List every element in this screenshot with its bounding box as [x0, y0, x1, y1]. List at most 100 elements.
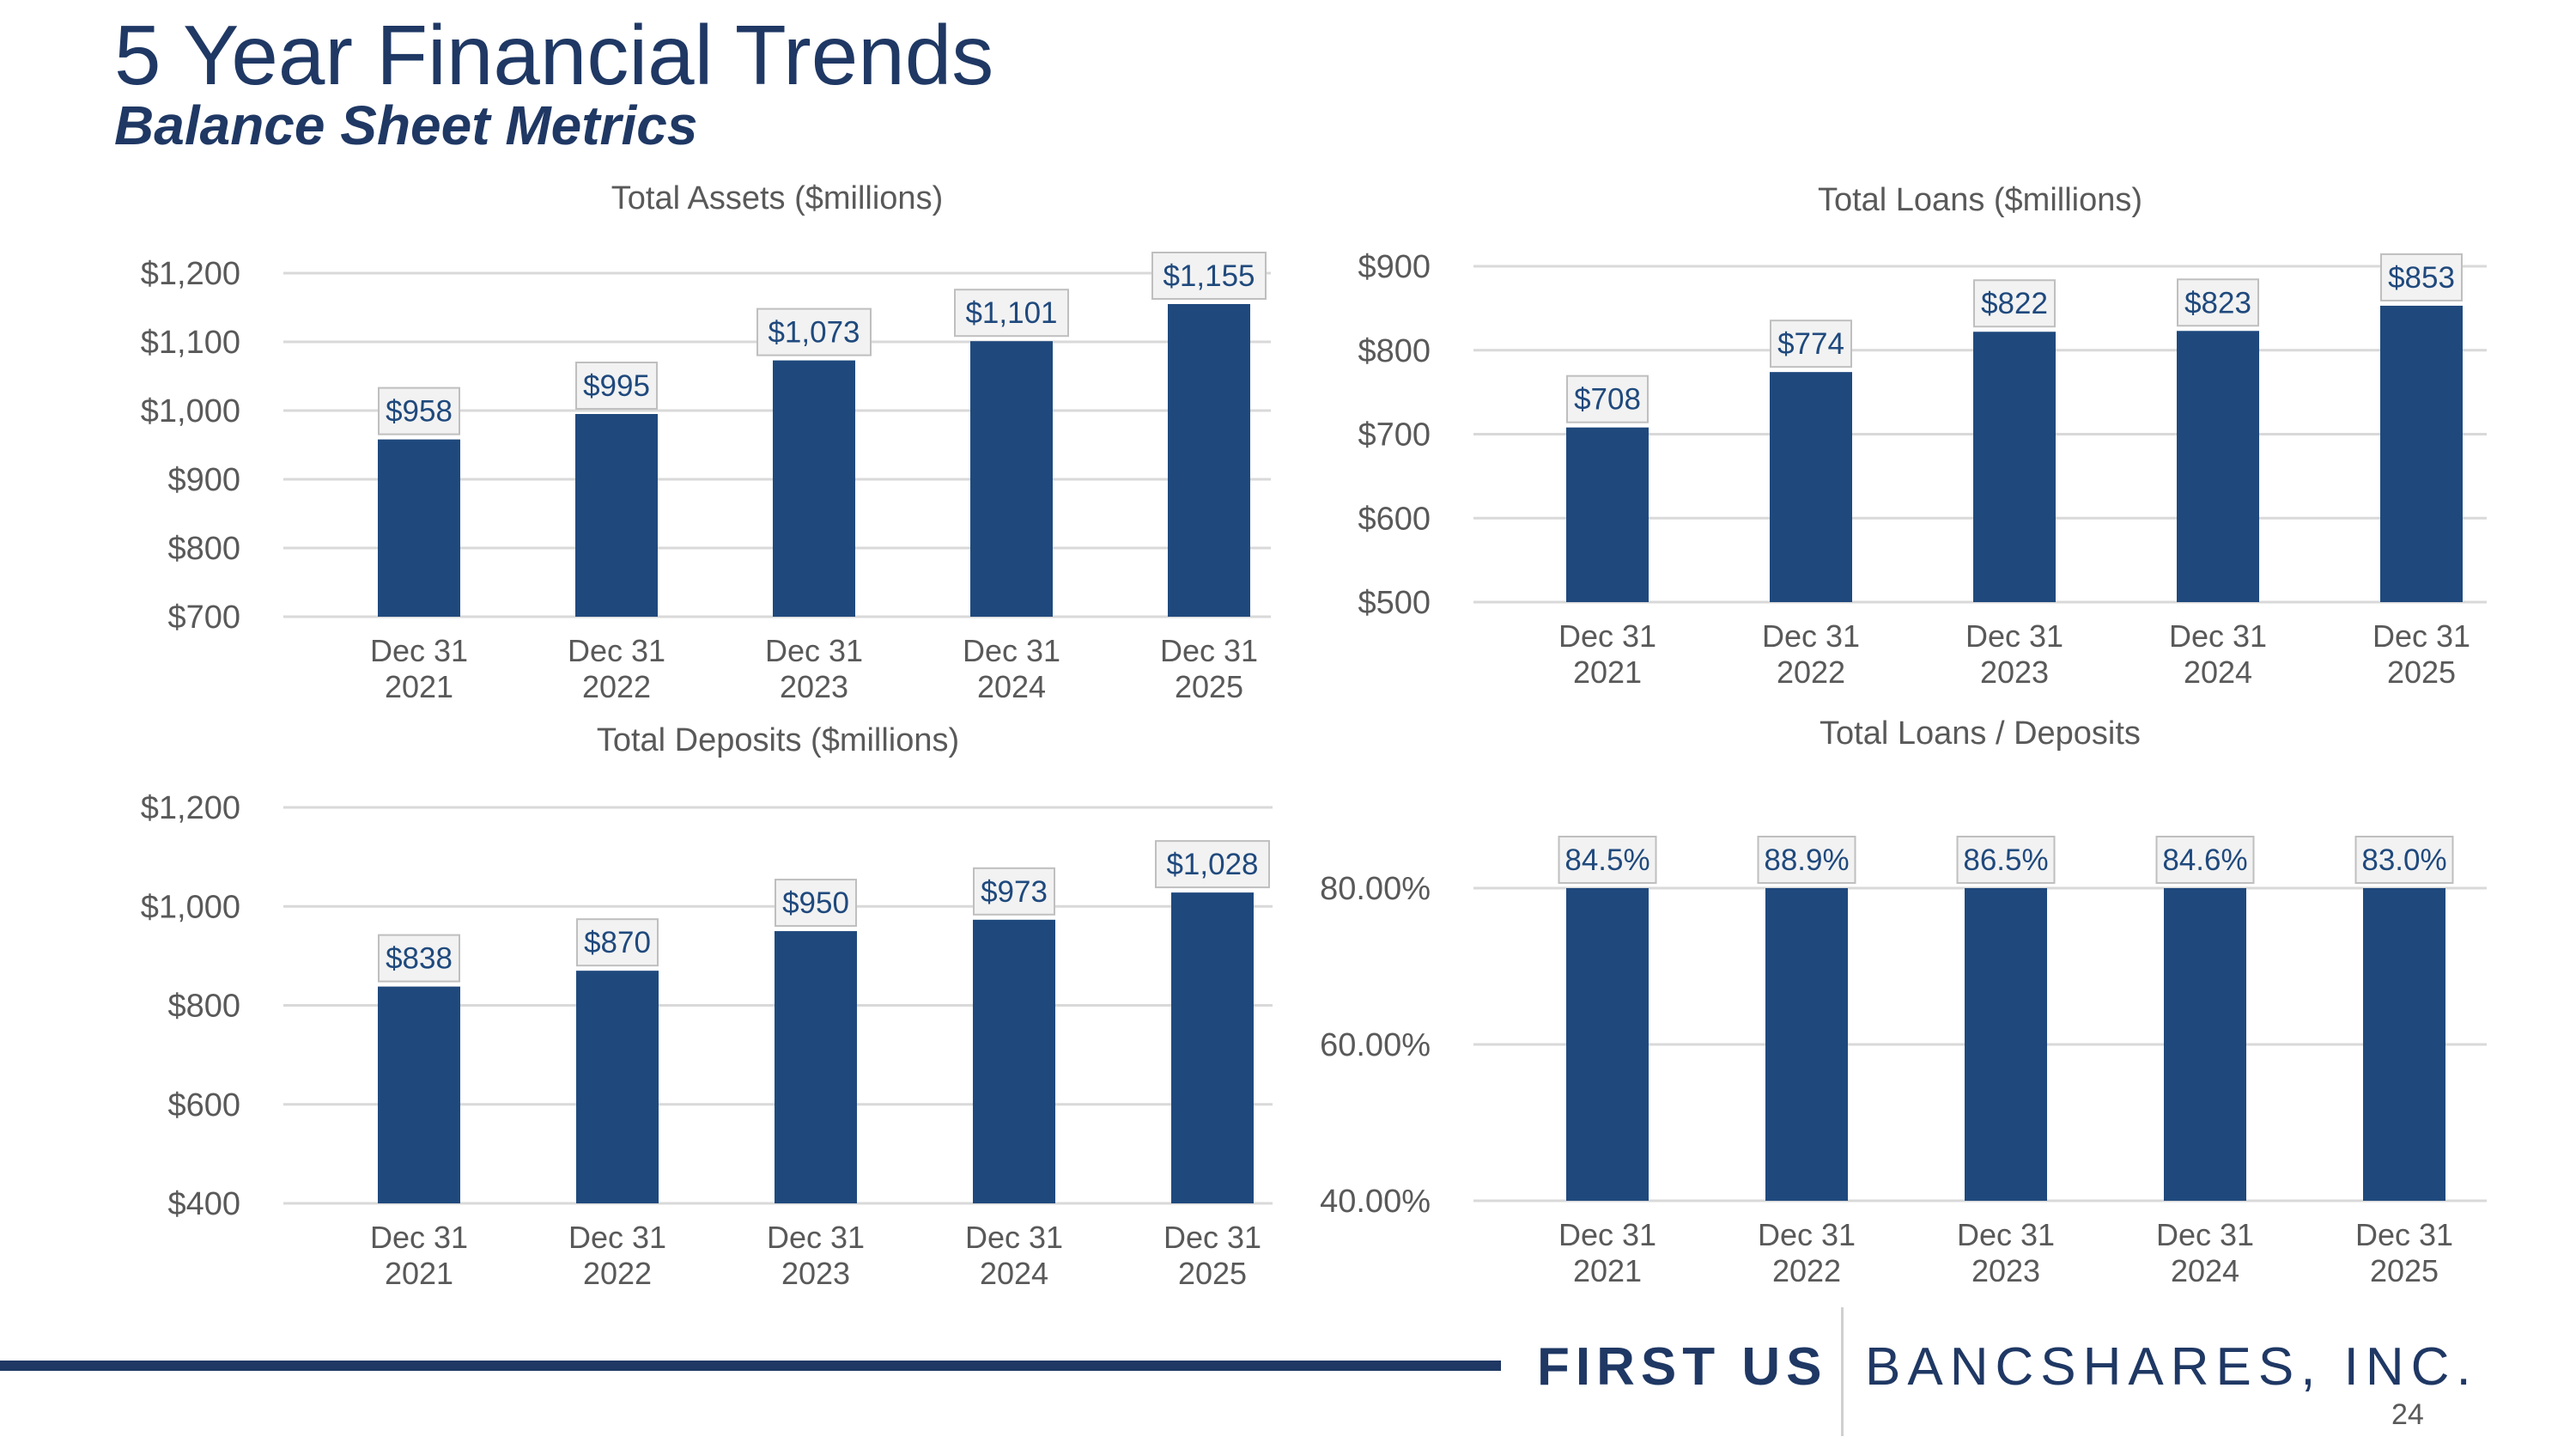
- data-label: $995: [583, 369, 650, 403]
- y-tick-label: $800: [1358, 333, 1431, 369]
- x-tick-label: Dec 31: [963, 633, 1060, 668]
- x-tick-label-year: 2023: [1980, 654, 2049, 690]
- bar: [378, 439, 460, 617]
- x-tick-label: Dec 31: [1762, 618, 1860, 654]
- data-label: $838: [386, 942, 453, 976]
- x-tick-label-year: 2023: [780, 669, 848, 704]
- data-label: $1,101: [965, 296, 1057, 330]
- y-tick-label: $800: [167, 989, 240, 1025]
- x-tick-label-year: 2021: [1573, 1253, 1642, 1288]
- bar: [773, 360, 855, 617]
- data-label: $708: [1574, 383, 1641, 417]
- y-tick-label: $800: [167, 531, 240, 567]
- x-tick-label-year: 2025: [2370, 1253, 2439, 1288]
- x-tick-label: Dec 31: [765, 633, 863, 668]
- y-tick-label: $1,200: [141, 790, 240, 826]
- y-tick-label: $900: [167, 462, 240, 498]
- y-tick-label: $600: [167, 1087, 240, 1123]
- bar: [775, 931, 857, 1203]
- data-label: 83.0%: [2361, 843, 2446, 877]
- x-tick-label-year: 2022: [582, 669, 651, 704]
- bar: [973, 919, 1055, 1203]
- bar: [1168, 304, 1250, 617]
- bar: [1566, 888, 1649, 1201]
- x-tick-label: Dec 31: [370, 1220, 468, 1255]
- x-tick-label-year: 2021: [385, 1256, 453, 1291]
- bar: [1965, 888, 2047, 1201]
- data-label-box: [1558, 836, 1657, 884]
- x-tick-label: Dec 31: [1558, 1217, 1656, 1252]
- data-label-box: [1956, 836, 2056, 884]
- data-label-box: [1757, 836, 1856, 884]
- data-label-box: [1770, 320, 1852, 368]
- y-tick-label: $1,200: [141, 256, 240, 292]
- data-label: $1,073: [768, 316, 860, 350]
- data-label-box: [2177, 278, 2259, 327]
- x-tick-label-year: 2025: [2387, 654, 2456, 690]
- page-title: 5 Year Financial Trends: [114, 8, 994, 102]
- x-tick-label-year: 2025: [1175, 669, 1243, 704]
- bar: [378, 986, 460, 1203]
- bar: [575, 414, 658, 617]
- bar: [2380, 305, 2463, 602]
- x-tick-label-year: 2022: [583, 1256, 652, 1291]
- data-label: $1,155: [1163, 259, 1255, 293]
- x-tick-label-year: 2022: [1772, 1253, 1841, 1288]
- data-label: 84.6%: [2162, 843, 2247, 877]
- brand-logo-first-us: FIRST US: [1537, 1337, 1828, 1397]
- bar: [1566, 427, 1649, 602]
- data-label-box: [378, 387, 460, 435]
- bar: [1171, 892, 1254, 1203]
- x-tick-label-year: 2024: [2184, 654, 2252, 690]
- bar: [2164, 888, 2246, 1201]
- x-tick-label-year: 2024: [977, 669, 1046, 704]
- x-tick-label-year: 2024: [2171, 1253, 2239, 1288]
- y-tick-label: 80.00%: [1320, 871, 1431, 907]
- data-label-box: [1151, 252, 1267, 300]
- x-tick-label: Dec 31: [1163, 1220, 1261, 1255]
- y-tick-label: $600: [1358, 501, 1431, 537]
- bar: [2177, 331, 2259, 602]
- x-tick-label: Dec 31: [2156, 1217, 2254, 1252]
- y-tick-label: 60.00%: [1320, 1027, 1431, 1063]
- y-tick-label: $1,100: [141, 325, 240, 361]
- total-deposits-chart: Total Deposits ($millions) $400 $600 $800 $1…: [141, 722, 1273, 1291]
- x-tick-label-year: 2022: [1777, 654, 1845, 690]
- bar: [970, 341, 1053, 617]
- data-label: $1,028: [1166, 848, 1258, 881]
- x-tick-label: Dec 31: [1160, 633, 1258, 668]
- data-label: 84.5%: [1564, 843, 1649, 877]
- y-tick-label: $1,000: [141, 889, 240, 925]
- data-label-box: [1566, 374, 1649, 423]
- bar: [1973, 332, 2056, 602]
- data-label-box: [576, 918, 659, 967]
- data-label-box: [575, 362, 658, 410]
- x-tick-label-year: 2025: [1178, 1256, 1247, 1291]
- page-number: 24: [2391, 1398, 2424, 1431]
- x-tick-label: Dec 31: [1758, 1217, 1856, 1252]
- data-label: $774: [1777, 327, 1844, 361]
- x-tick-label: Dec 31: [965, 1220, 1063, 1255]
- loans-to-deposits-chart: Total Loans / Deposits 40.00% 60.00% 80.00%…: [1320, 715, 2487, 1288]
- data-label: 86.5%: [1963, 843, 2048, 877]
- y-tick-label: $900: [1358, 249, 1431, 285]
- chart-title: Total Loans ($millions): [1818, 182, 2142, 218]
- data-label-box: [2155, 836, 2255, 884]
- data-label: $823: [2184, 286, 2251, 320]
- x-tick-label-year: 2023: [1971, 1253, 2040, 1288]
- x-tick-label: Dec 31: [2169, 618, 2267, 654]
- y-tick-label: $700: [167, 600, 240, 636]
- data-label: $958: [386, 395, 453, 429]
- total-loans-chart: Total Loans ($millions) $500 $600 $700 $800 $…: [1358, 182, 2487, 690]
- y-tick-label: $500: [1358, 585, 1431, 621]
- data-label-box: [954, 289, 1069, 338]
- x-tick-label: Dec 31: [370, 633, 468, 668]
- x-tick-label-year: 2021: [385, 669, 453, 704]
- x-tick-label: Dec 31: [2372, 618, 2470, 654]
- data-label: $950: [782, 886, 849, 920]
- x-tick-label: Dec 31: [568, 633, 665, 668]
- data-label: $853: [2388, 261, 2455, 295]
- chart-title: Total Deposits ($millions): [597, 722, 959, 758]
- data-label-box: [756, 307, 872, 356]
- data-label-box: [775, 879, 857, 928]
